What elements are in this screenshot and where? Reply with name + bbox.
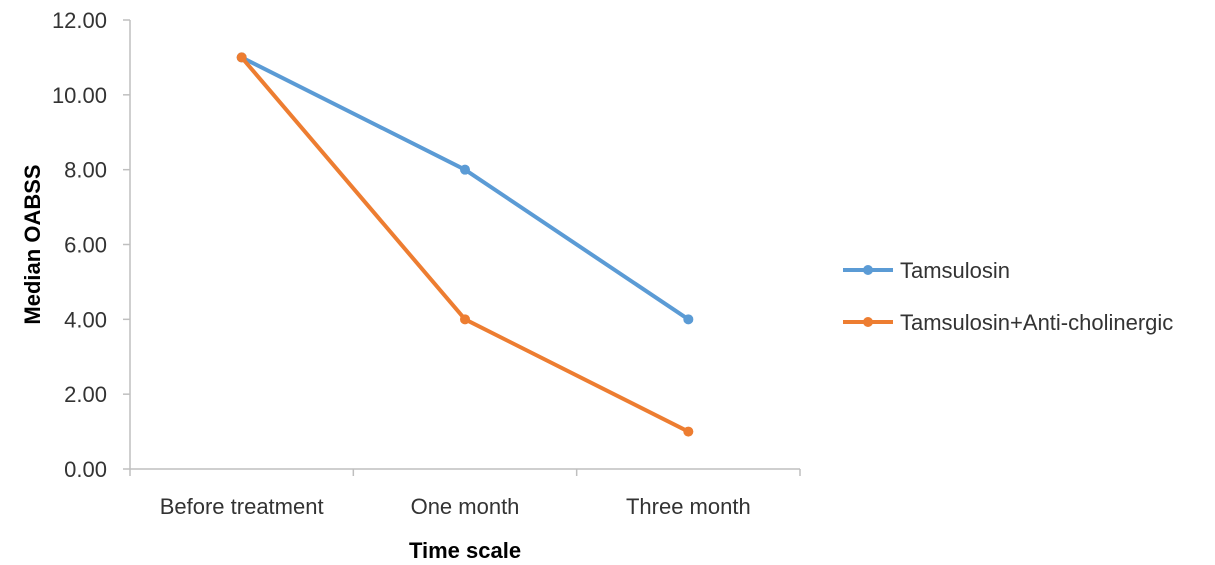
legend-label: Tamsulosin bbox=[900, 258, 1010, 283]
y-tick-label: 0.00 bbox=[64, 457, 107, 482]
y-tick-labels: 0.00 2.00 4.00 6.00 8.00 10.00 12.00 bbox=[52, 8, 107, 482]
y-tick-label: 4.00 bbox=[64, 307, 107, 332]
x-tick-labels: Before treatment One month Three month bbox=[160, 494, 751, 519]
y-tick-label: 10.00 bbox=[52, 83, 107, 108]
y-tick-label: 6.00 bbox=[64, 233, 107, 258]
series-line bbox=[239, 55, 691, 434]
y-tick-label: 2.00 bbox=[64, 382, 107, 407]
legend-item: Tamsulosin bbox=[843, 258, 1010, 283]
x-axis-title: Time scale bbox=[409, 538, 521, 563]
series-1 bbox=[236, 52, 694, 437]
legend-item: Tamsulosin+Anti-cholinergic bbox=[843, 310, 1173, 335]
x-tick-label: Before treatment bbox=[160, 494, 324, 519]
y-tick-label: 12.00 bbox=[52, 8, 107, 33]
series-lines bbox=[236, 52, 694, 437]
legend-label: Tamsulosin+Anti-cholinergic bbox=[900, 310, 1173, 335]
series-0 bbox=[236, 52, 694, 325]
data-point bbox=[683, 426, 694, 437]
data-point bbox=[460, 164, 470, 175]
data-point bbox=[236, 52, 247, 63]
x-tick-label: Three month bbox=[626, 494, 751, 519]
series-line bbox=[239, 55, 691, 322]
y-axis-title: Median OABSS bbox=[20, 164, 45, 324]
x-tick-label: One month bbox=[411, 494, 520, 519]
data-point bbox=[683, 314, 694, 325]
data-point bbox=[460, 314, 470, 325]
legend-marker bbox=[863, 317, 873, 327]
legend: Tamsulosin Tamsulosin+Anti-cholinergic bbox=[843, 258, 1173, 335]
axes bbox=[123, 19, 801, 476]
y-tick-label: 8.00 bbox=[64, 158, 107, 183]
legend-marker bbox=[863, 265, 873, 275]
